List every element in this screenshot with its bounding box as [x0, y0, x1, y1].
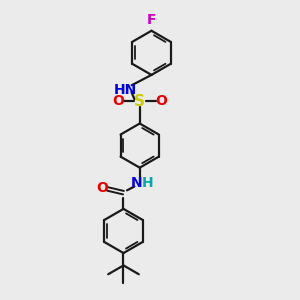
Text: O: O [112, 94, 124, 108]
Text: HN: HN [113, 82, 136, 97]
Text: N: N [131, 176, 142, 190]
Text: O: O [96, 181, 108, 195]
Text: F: F [147, 13, 156, 27]
Text: S: S [134, 94, 145, 109]
Text: O: O [155, 94, 167, 108]
Text: H: H [142, 176, 154, 190]
